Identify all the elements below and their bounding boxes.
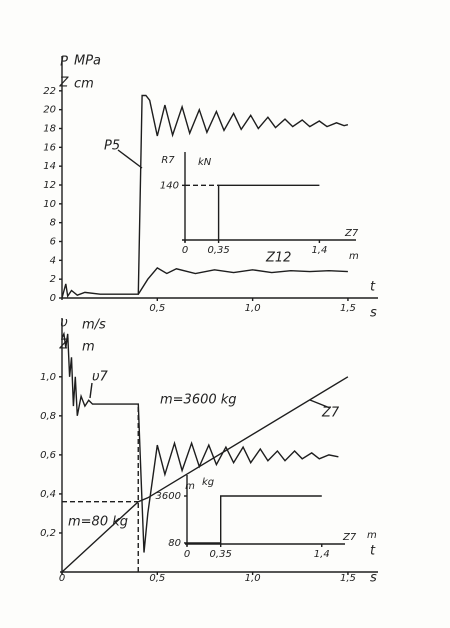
annotation: m=80 kg: [68, 515, 128, 530]
annotation: m=3600 kg: [160, 393, 237, 408]
x-tick-label: 1,4: [311, 245, 327, 256]
y-axis-label: Z: [59, 338, 70, 353]
y-tick-label: 2: [50, 274, 56, 285]
y-axis-unit: m/s: [82, 318, 106, 333]
y-axis-unit: cm: [74, 77, 94, 92]
series-line: [137, 266, 348, 295]
x-axis-label: Z7: [342, 532, 357, 543]
y-tick-label: 0,8: [40, 411, 56, 422]
series-label: Z12: [265, 251, 291, 266]
series-label: υ7: [92, 370, 109, 385]
y-tick-label: 140: [160, 180, 179, 191]
y-tick-label: 4: [50, 255, 56, 266]
series-label: Z7: [321, 406, 340, 421]
y-tick-label: 16: [43, 142, 56, 153]
x-axis-unit: s: [370, 571, 377, 586]
y-axis-label: Z: [59, 76, 70, 91]
y-tick-label: 0: [50, 293, 56, 304]
x-tick-label: 1,4: [314, 549, 330, 560]
y-tick-label: 8: [50, 218, 56, 229]
y-tick-label: 0,4: [40, 489, 56, 500]
series-line: [217, 184, 320, 240]
y-axis-unit: m: [82, 340, 95, 355]
y-tick-label: 80: [168, 538, 181, 549]
y-axis-unit: MPa: [74, 54, 101, 69]
x-axis-unit: m: [367, 530, 377, 541]
y-axis-unit: kg: [202, 477, 214, 488]
x-tick-label: 0,35: [210, 549, 232, 560]
y-tick-label: 3600: [156, 491, 181, 502]
series-line: [187, 495, 322, 544]
x-axis-unit: s: [370, 306, 377, 321]
x-tick-label: 1,0: [245, 303, 261, 314]
y-tick-label: 12: [43, 180, 56, 191]
y-tick-label: 10: [43, 199, 56, 210]
y-tick-label: 20: [43, 105, 56, 116]
label-pointer: [117, 149, 143, 169]
y-tick-label: 1,0: [40, 372, 56, 383]
x-tick-label: 1,5: [340, 573, 356, 584]
x-tick-label: 1,0: [245, 573, 261, 584]
y-tick-label: 6: [50, 237, 56, 248]
x-axis-label: t: [370, 280, 376, 295]
x-tick-label: 0: [184, 549, 190, 560]
series-line: [61, 331, 339, 553]
x-tick-label: 0: [182, 245, 188, 256]
y-axis-label: R7: [161, 155, 175, 166]
y-tick-label: 14: [43, 161, 56, 172]
y-axis-unit: kN: [198, 157, 212, 168]
series-line: [61, 94, 349, 299]
y-tick-label: 0,6: [40, 450, 56, 461]
y-tick-label: 22: [43, 86, 56, 97]
x-tick-label: 0,5: [149, 303, 165, 314]
y-axis-label: υ: [60, 316, 68, 331]
label-pointer: [309, 399, 331, 409]
x-axis-unit: m: [349, 251, 359, 262]
x-tick-label: 0: [59, 573, 65, 584]
series-line: [61, 376, 349, 573]
y-tick-label: 18: [43, 124, 56, 135]
y-tick-label: 0,2: [40, 528, 56, 539]
label-pointer: [89, 382, 93, 399]
x-tick-label: 1,5: [340, 303, 356, 314]
x-axis-label: t: [370, 544, 376, 559]
x-tick-label: 0,35: [207, 245, 229, 256]
series-label: P5: [104, 139, 120, 154]
x-axis-label: Z7: [344, 228, 359, 239]
y-axis-label: m: [185, 481, 195, 492]
y-axis-label: P: [60, 55, 68, 70]
x-tick-label: 0,5: [149, 573, 165, 584]
